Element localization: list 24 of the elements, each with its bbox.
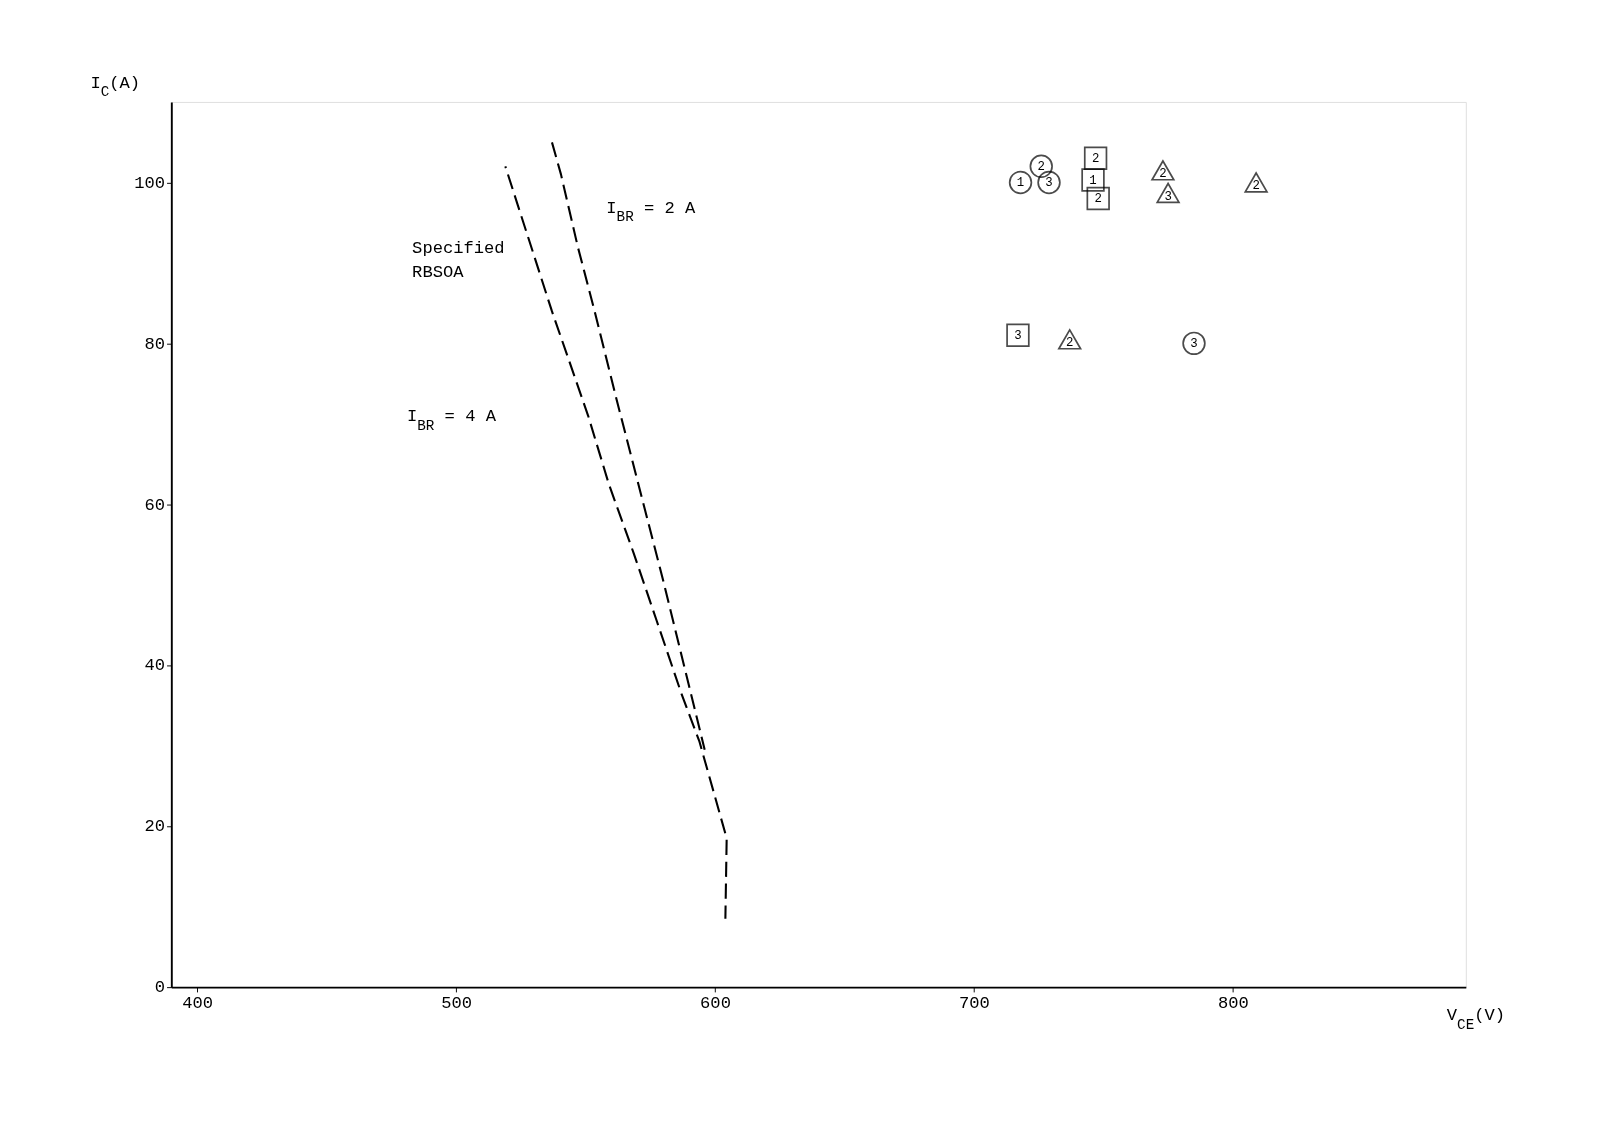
x-tick-label: 800 xyxy=(1217,993,1249,1013)
text: 2 xyxy=(1066,336,1074,351)
y-tick-label: 20 xyxy=(144,817,166,837)
y-tick-label: 40 xyxy=(144,656,166,676)
series-label: 2 xyxy=(1159,167,1167,182)
annotation: Specified RBSOA xyxy=(412,238,505,282)
text: 2 xyxy=(1252,179,1260,194)
series-label: 2 xyxy=(1037,160,1045,175)
x-tick-label: 400 xyxy=(182,993,214,1013)
series-label: 2 xyxy=(1091,152,1100,167)
series-label: 1 xyxy=(1089,173,1097,188)
text: 2 xyxy=(1094,192,1102,207)
y-tick-label: 0 xyxy=(154,978,166,998)
series-label: 1 xyxy=(1016,176,1025,191)
x-tick-label: 500 xyxy=(441,993,473,1013)
series-label: 3 xyxy=(1190,337,1198,352)
series-label: 3 xyxy=(1014,329,1022,344)
series-label: 3 xyxy=(1164,189,1172,204)
x-tick-label: 700 xyxy=(958,993,990,1013)
x-tick-label: 600 xyxy=(700,993,731,1013)
y-tick-label: 100 xyxy=(134,173,166,193)
y-tick-label: 80 xyxy=(144,334,166,354)
text: 3 xyxy=(1045,176,1053,191)
y-tick-label: 60 xyxy=(144,495,166,515)
